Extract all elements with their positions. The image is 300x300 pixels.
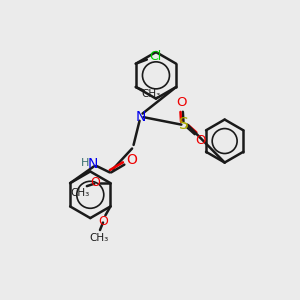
Text: O: O: [127, 153, 137, 166]
Text: O: O: [196, 134, 206, 147]
Text: N: N: [88, 157, 98, 171]
Text: O: O: [98, 215, 108, 228]
Text: CH₃: CH₃: [89, 233, 108, 243]
Text: CH₃: CH₃: [142, 89, 161, 99]
Text: O: O: [91, 176, 100, 189]
Text: N: N: [136, 110, 146, 124]
Text: S: S: [179, 117, 189, 132]
Text: Cl: Cl: [149, 50, 161, 63]
Text: H: H: [81, 158, 89, 168]
Text: CH₃: CH₃: [70, 188, 90, 198]
Text: O: O: [177, 96, 187, 109]
